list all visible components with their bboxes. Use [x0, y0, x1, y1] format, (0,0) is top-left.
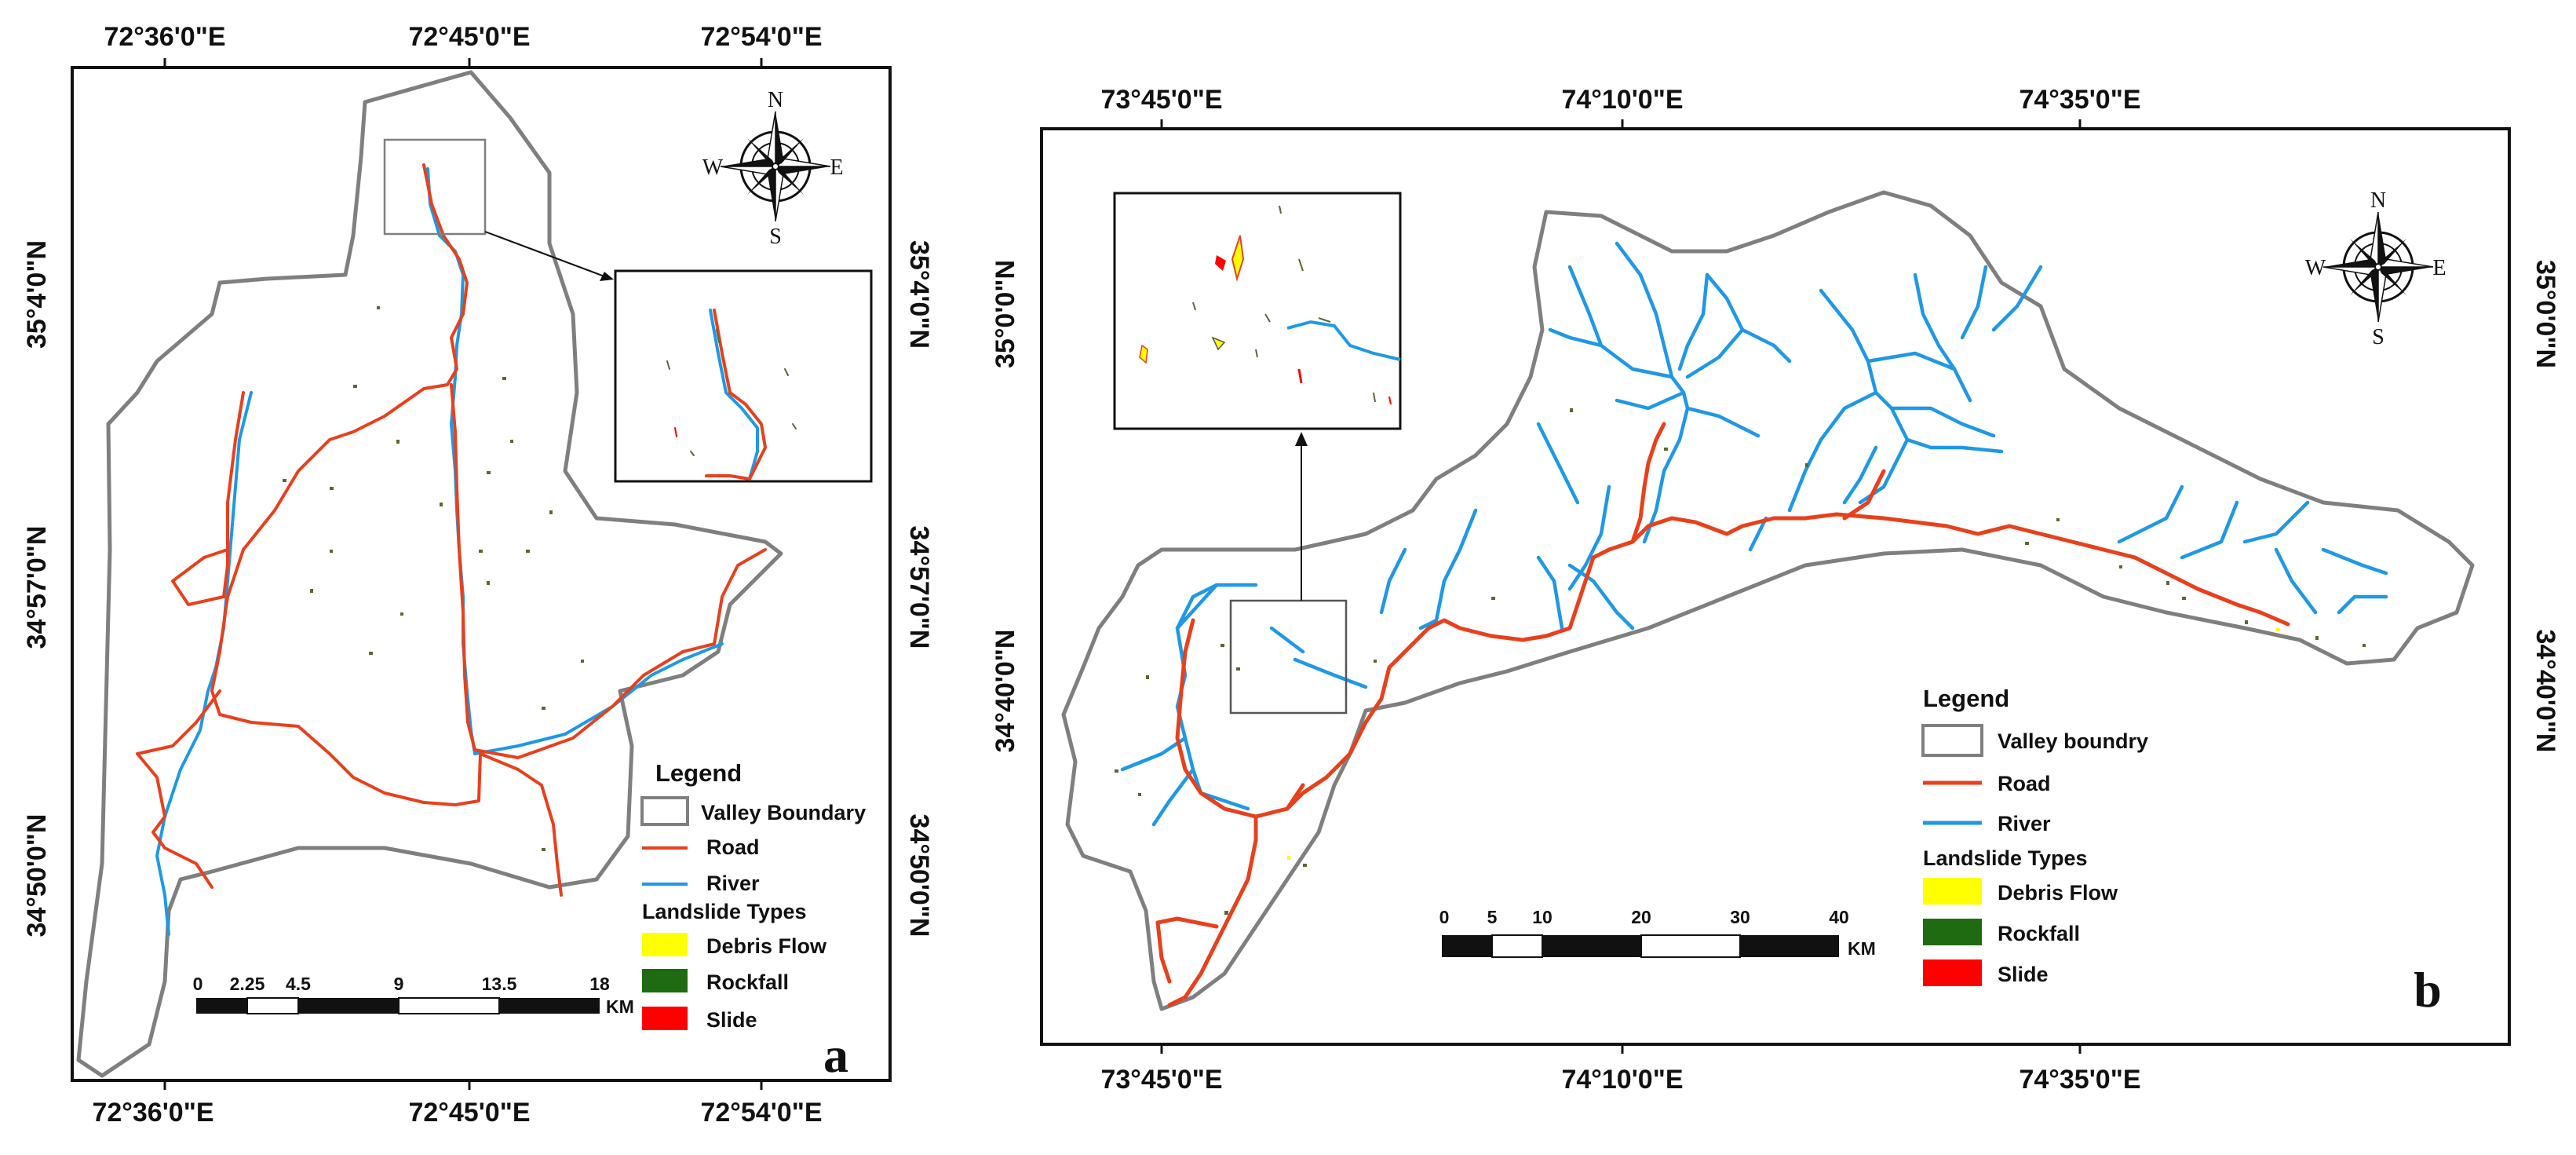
legend-swatch-slide — [1923, 959, 1982, 986]
lat-label-right: 34°57'0"N — [904, 526, 934, 649]
inset-extent-box-b — [1229, 599, 1348, 715]
lon-label-bottom: 72°54'0"E — [700, 1098, 822, 1128]
legend-label-debris-flow: Debris Flow — [1998, 881, 2118, 905]
lat-label-right: 34°40'0"N — [2530, 630, 2560, 753]
legend-label-slide: Slide — [706, 1008, 757, 1032]
legend-b: Legend Valley boundry Road River Landsli… — [1921, 685, 2148, 986]
roads-a — [136, 163, 767, 897]
inset-features-a — [666, 309, 797, 481]
scale-unit: KM — [606, 996, 634, 1017]
scale-tick-label: 4.5 — [286, 974, 311, 994]
lon-label-bottom: 74°35'0"E — [2019, 1065, 2140, 1095]
inset-map-b — [1113, 192, 1402, 430]
scale-tick-label: 0 — [193, 974, 203, 994]
compass-s: S — [2372, 325, 2384, 349]
scale-bar-a: 0 2.25 4.5 9 13.5 18 KM — [193, 974, 634, 1017]
scale-tick-label: 10 — [1532, 907, 1553, 927]
legend-types-title: Landslide Types — [642, 900, 807, 923]
compass-n: N — [768, 88, 783, 112]
landslide-points-b — [1115, 408, 2366, 915]
legend-swatch-debris-flow — [1923, 878, 1982, 905]
legend-label-debris-flow: Debris Flow — [706, 934, 827, 958]
legend-label-rockfall: Rockfall — [1998, 922, 2080, 945]
scale-tick-label: 20 — [1631, 907, 1651, 927]
scale-tick-label: 13.5 — [482, 974, 517, 994]
lon-label-top: 72°54'0"E — [700, 22, 822, 52]
scale-tick-label: 18 — [589, 974, 610, 994]
legend-label-valley: Valley boundry — [1998, 729, 2148, 753]
scale-bar-b: 0 5 10 20 30 40 KM — [1439, 907, 1876, 959]
lon-label-bottom: 73°45'0"E — [1100, 1065, 1222, 1095]
legend-a: Legend Valley Boundary Road River Landsl… — [640, 759, 866, 1032]
inset-extent-box-a — [383, 138, 487, 236]
lat-label-right: 34°50'0"N — [904, 814, 934, 938]
panel-b: 73°45'0"E 74°10'0"E 74°35'0"E 73°45'0"E … — [991, 85, 2560, 1095]
legend-types-title: Landslide Types — [1923, 846, 2088, 870]
compass-s: S — [769, 225, 782, 249]
scale-tick-label: 30 — [1730, 907, 1750, 927]
scale-tick-label: 0 — [1439, 907, 1450, 927]
legend-swatch-rockfall — [1923, 919, 1982, 945]
scale-tick-label: 5 — [1487, 907, 1498, 927]
panel-letter-a: a — [823, 1027, 848, 1083]
inset-map-a — [614, 269, 873, 483]
lat-label-right: 35°4'0"N — [904, 240, 934, 349]
lat-label-right: 35°0'0"N — [2530, 260, 2560, 368]
compass-n: N — [2370, 188, 2386, 213]
legend-label-slide: Slide — [1998, 963, 2049, 986]
lon-label-top: 72°45'0"E — [408, 22, 530, 52]
legend-label-river: River — [706, 872, 760, 895]
lon-label-bottom: 72°36'0"E — [92, 1098, 213, 1128]
lon-label-top: 74°10'0"E — [1561, 85, 1683, 115]
legend-swatch-valley — [1921, 724, 1983, 757]
roads-b — [1155, 422, 2290, 1007]
rivers-b — [1120, 241, 2388, 827]
lon-label-bottom: 72°45'0"E — [408, 1098, 530, 1128]
lon-label-top: 74°35'0"E — [2019, 85, 2140, 115]
compass-e: E — [2432, 256, 2446, 280]
compass-w: W — [2305, 256, 2326, 280]
lon-label-bottom: 74°10'0"E — [1561, 1065, 1683, 1095]
lon-label-top: 72°36'0"E — [104, 22, 225, 52]
legend-title: Legend — [1923, 685, 2009, 712]
landslide-points-a — [283, 306, 584, 851]
inset-features-b — [1139, 205, 1401, 405]
lat-label-left: 34°50'0"N — [22, 814, 52, 938]
valley-boundary-a — [76, 70, 783, 1078]
scale-unit: KM — [1848, 938, 1876, 959]
compass-w: W — [702, 155, 724, 180]
lat-label-left: 34°40'0"N — [991, 630, 1020, 753]
legend-swatch-rockfall — [642, 969, 688, 992]
scale-tick-label: 40 — [1829, 907, 1849, 927]
legend-label-road: Road — [706, 835, 760, 859]
north-arrow-compass-b: N S E W — [2305, 188, 2446, 349]
legend-title: Legend — [655, 759, 742, 787]
legend-label-valley: Valley Boundary — [701, 801, 866, 824]
legend-label-rockfall: Rockfall — [706, 970, 789, 994]
legend-swatch-debris-flow — [642, 933, 688, 956]
compass-e: E — [830, 155, 843, 180]
legend-label-road: Road — [1998, 772, 2051, 795]
legend-label-river: River — [1998, 812, 2051, 835]
legend-swatch-slide — [642, 1007, 688, 1030]
north-arrow-compass-a: N S E W — [702, 88, 844, 249]
scale-tick-label: 2.25 — [230, 974, 265, 994]
lon-label-top: 73°45'0"E — [1100, 85, 1222, 115]
legend-swatch-valley — [640, 796, 689, 826]
scale-tick-label: 9 — [394, 974, 404, 994]
lat-label-left: 35°4'0"N — [22, 240, 52, 349]
lat-label-left: 35°0'0"N — [991, 260, 1020, 368]
panel-a: 72°36'0"E 72°45'0"E 72°54'0"E 72°36'0"E … — [22, 22, 934, 1128]
panel-letter-b: b — [2414, 962, 2442, 1018]
lat-label-left: 34°57'0"N — [22, 526, 52, 649]
